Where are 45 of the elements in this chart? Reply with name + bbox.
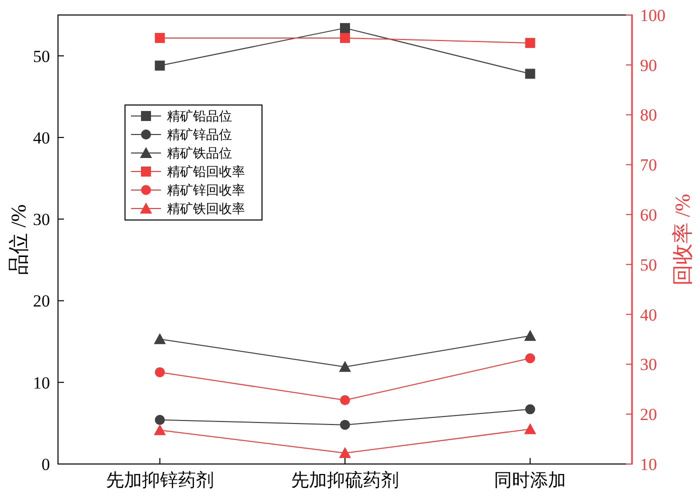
point — [339, 447, 351, 458]
point — [154, 60, 165, 71]
x-tick-label: 先加抑锌药剂 — [106, 470, 214, 490]
y2-tick-label: 100 — [640, 6, 666, 25]
y-tick-label: 10 — [33, 373, 50, 392]
y-tick-label: 0 — [42, 454, 50, 474]
y2-tick-label: 60 — [640, 206, 657, 225]
point — [524, 330, 536, 341]
point — [340, 420, 350, 430]
y-axis-title: 品位 /% — [6, 204, 30, 275]
legend-label: 精矿铁品位 — [167, 146, 232, 161]
y2-tick-label: 80 — [640, 106, 657, 125]
point — [525, 38, 536, 48]
y-tick-label: 50 — [33, 46, 50, 66]
legend-label: 精矿铅品位 — [167, 108, 232, 124]
legend-label: 精矿锌品位 — [167, 127, 232, 142]
y-tick-label: 30 — [33, 210, 50, 230]
y-tick-label: 20 — [33, 292, 50, 311]
legend-label: 精矿锌回收率 — [167, 182, 245, 198]
point — [154, 424, 166, 436]
x-tick-label: 先加抑硫药剂 — [291, 470, 399, 490]
point — [525, 404, 536, 414]
x-tick-label: 同时添加 — [494, 470, 566, 490]
point — [340, 23, 350, 34]
point — [525, 353, 536, 364]
point — [339, 360, 351, 372]
y2-tick-label: 30 — [640, 355, 657, 374]
point — [524, 423, 536, 434]
point — [154, 333, 166, 344]
point — [340, 395, 350, 406]
point — [154, 32, 165, 43]
legend-label: 精矿铅回收率 — [167, 164, 245, 180]
y-tick-label: 40 — [33, 128, 50, 148]
y2-tick-label: 10 — [640, 454, 657, 474]
y2-axis-title: 回收率 /% — [670, 194, 694, 286]
point — [154, 367, 165, 378]
legend-label: 精矿铁回收率 — [167, 201, 245, 216]
point — [525, 68, 536, 79]
y2-tick-label: 20 — [640, 405, 657, 424]
point — [154, 414, 165, 425]
y2-tick-label: 90 — [640, 56, 657, 75]
y2-tick-label: 50 — [640, 255, 657, 274]
point — [340, 32, 350, 43]
y2-tick-label: 70 — [640, 156, 657, 175]
y2-tick-label: 40 — [640, 305, 657, 324]
